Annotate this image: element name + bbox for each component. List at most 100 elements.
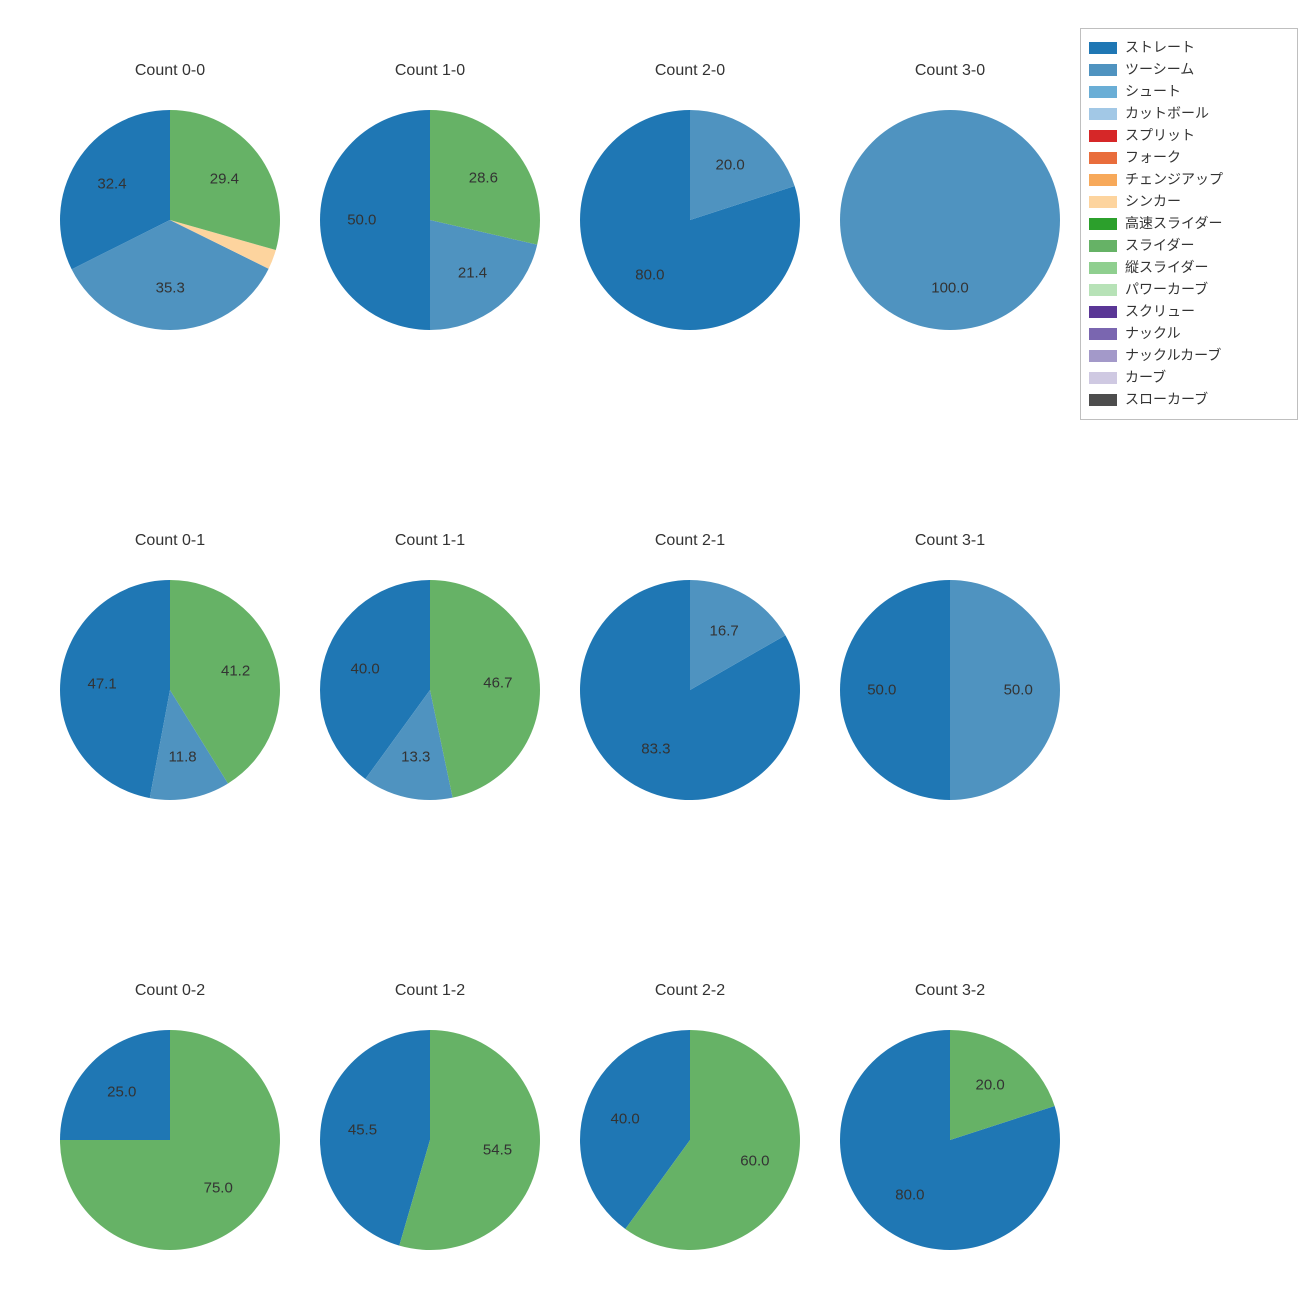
legend: ストレートツーシームシュートカットボールスプリットフォークチェンジアップシンカー… (1080, 28, 1298, 420)
legend-item: シュート (1089, 81, 1289, 103)
pie-svg (560, 1000, 820, 1260)
legend-item: スライダー (1089, 235, 1289, 257)
pie-chart: Count 1-245.554.5 (300, 1000, 560, 1260)
legend-swatch (1089, 328, 1117, 340)
legend-item: ストレート (1089, 37, 1289, 59)
chart-title: Count 1-0 (300, 62, 560, 80)
legend-item: 高速スライダー (1089, 213, 1289, 235)
legend-item: カットボール (1089, 103, 1289, 125)
pie-slice-label: 47.1 (87, 675, 116, 692)
legend-swatch (1089, 284, 1117, 296)
pie-chart: Count 0-147.111.841.2 (40, 550, 300, 810)
legend-item: ツーシーム (1089, 59, 1289, 81)
legend-label: カーブ (1125, 370, 1166, 385)
pie-svg (300, 1000, 560, 1260)
legend-swatch (1089, 350, 1117, 362)
chart-title: Count 0-0 (40, 62, 300, 80)
legend-label: シンカー (1125, 194, 1181, 209)
pie-slice-label: 21.4 (458, 265, 487, 282)
legend-label: ナックルカーブ (1125, 348, 1221, 363)
legend-label: 縦スライダー (1125, 260, 1208, 275)
legend-item: カーブ (1089, 367, 1289, 389)
pie-slice-label: 80.0 (895, 1187, 924, 1204)
legend-label: カットボール (1125, 106, 1209, 121)
legend-swatch (1089, 218, 1117, 230)
legend-label: スクリュー (1125, 304, 1195, 319)
legend-swatch (1089, 196, 1117, 208)
chart-title: Count 3-1 (820, 532, 1080, 550)
pie-slice-label: 20.0 (715, 156, 744, 173)
pie-slice-label: 83.3 (641, 741, 670, 758)
pie-slice-label: 16.7 (710, 622, 739, 639)
pie-slice-label: 25.0 (107, 1083, 136, 1100)
legend-item: フォーク (1089, 147, 1289, 169)
legend-swatch (1089, 394, 1117, 406)
pie-chart: Count 3-280.020.0 (820, 1000, 1080, 1260)
pie-slice-label: 60.0 (740, 1153, 769, 1170)
legend-swatch (1089, 86, 1117, 98)
pie-slice-label: 45.5 (348, 1122, 377, 1139)
legend-label: ストレート (1125, 40, 1195, 55)
pie-slice (840, 110, 1060, 330)
pie-svg (820, 1000, 1080, 1260)
pie-svg (40, 1000, 300, 1260)
chart-title: Count 3-0 (820, 62, 1080, 80)
pie-chart: Count 2-240.060.0 (560, 1000, 820, 1260)
legend-item: シンカー (1089, 191, 1289, 213)
pie-chart: Count 1-050.021.428.6 (300, 80, 560, 340)
legend-swatch (1089, 130, 1117, 142)
pie-chart: Count 2-183.316.7 (560, 550, 820, 810)
chart-title: Count 1-1 (300, 532, 560, 550)
legend-swatch (1089, 64, 1117, 76)
pie-slice-label: 20.0 (975, 1076, 1004, 1093)
pie-slice-label: 54.5 (483, 1141, 512, 1158)
pie-chart: Count 3-0100.0 (820, 80, 1080, 340)
chart-title: Count 2-1 (560, 532, 820, 550)
legend-swatch (1089, 372, 1117, 384)
pie-svg (820, 550, 1080, 810)
pie-slice-label: 32.4 (97, 176, 126, 193)
chart-title: Count 0-1 (40, 532, 300, 550)
legend-label: フォーク (1125, 150, 1181, 165)
pie-svg (40, 550, 300, 810)
pie-slice-label: 28.6 (469, 169, 498, 186)
pie-slice-label: 11.8 (169, 749, 197, 766)
pie-svg (300, 550, 560, 810)
pie-slice-label: 50.0 (347, 212, 376, 229)
chart-title: Count 1-2 (300, 982, 560, 1000)
pie-slice-label: 13.3 (401, 748, 430, 765)
pie-chart: Count 0-032.435.329.4 (40, 80, 300, 340)
pie-svg (300, 80, 560, 340)
pie-slice-label: 41.2 (221, 663, 250, 680)
pie-svg (820, 80, 1080, 340)
legend-label: シュート (1125, 84, 1181, 99)
legend-item: スプリット (1089, 125, 1289, 147)
pie-slice-label: 29.4 (210, 170, 239, 187)
legend-label: パワーカーブ (1125, 282, 1208, 297)
legend-label: スプリット (1125, 128, 1195, 143)
legend-swatch (1089, 42, 1117, 54)
legend-item: パワーカーブ (1089, 279, 1289, 301)
chart-title: Count 2-0 (560, 62, 820, 80)
chart-title: Count 0-2 (40, 982, 300, 1000)
pie-slice-label: 100.0 (931, 280, 969, 297)
legend-label: 高速スライダー (1125, 216, 1222, 231)
legend-label: ナックル (1125, 326, 1181, 341)
legend-swatch (1089, 152, 1117, 164)
legend-swatch (1089, 174, 1117, 186)
pie-slice-label: 40.0 (351, 660, 380, 677)
legend-swatch (1089, 306, 1117, 318)
legend-item: チェンジアップ (1089, 169, 1289, 191)
legend-label: スローカーブ (1125, 392, 1208, 407)
legend-item: 縦スライダー (1089, 257, 1289, 279)
legend-item: スローカーブ (1089, 389, 1289, 411)
pie-chart: Count 2-080.020.0 (560, 80, 820, 340)
chart-title: Count 2-2 (560, 982, 820, 1000)
legend-label: ツーシーム (1125, 62, 1194, 77)
pie-svg (40, 80, 300, 340)
legend-item: スクリュー (1089, 301, 1289, 323)
pie-slice-label: 80.0 (635, 267, 664, 284)
legend-swatch (1089, 262, 1117, 274)
pie-slice-label: 50.0 (1004, 682, 1033, 699)
pie-slice-label: 50.0 (867, 682, 896, 699)
